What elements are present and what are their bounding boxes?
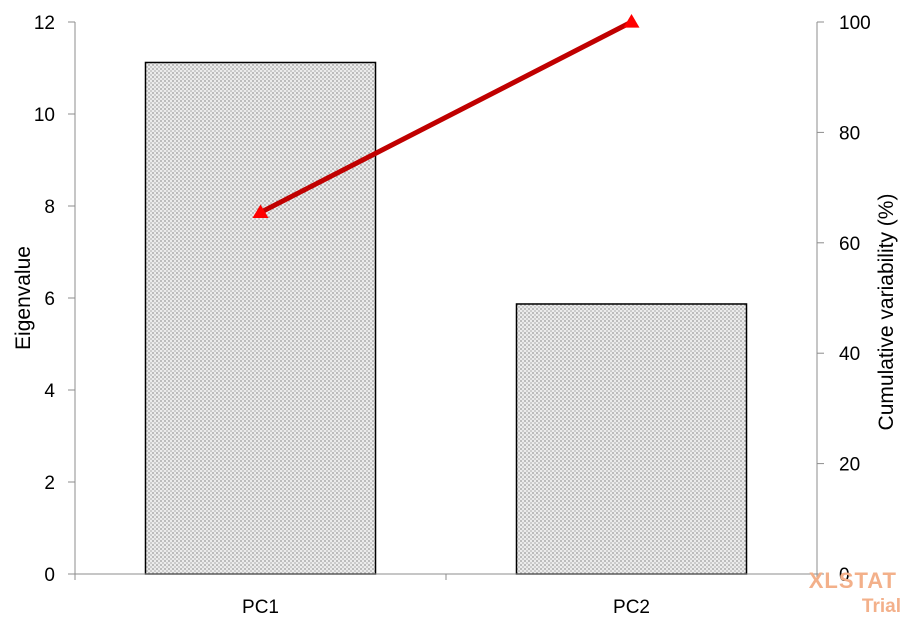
bars-layer [145, 62, 746, 574]
y-axis-title-left: Eigenvalue [12, 246, 35, 350]
y-axis-title-right: Cumulative variability (%) [875, 194, 898, 431]
y-tick-label-right: 80 [839, 123, 860, 144]
x-tick-label-pc1: PC1 [242, 597, 279, 617]
bar-pc2 [516, 304, 746, 574]
y-tick-label-right: 40 [839, 344, 860, 365]
watermark-line2: Trial [862, 596, 901, 617]
y-tick-label-right: 60 [839, 234, 860, 255]
y-tick-label-right: 100 [839, 13, 871, 34]
y-tick-label-left: 8 [44, 197, 55, 218]
watermark: XLSTAT Trial [809, 568, 901, 617]
y-tick-label-left: 6 [44, 289, 55, 310]
cumulative-point-pc2 [624, 14, 640, 28]
x-tick-label-pc2: PC2 [613, 597, 650, 617]
y-tick-label-right: 20 [839, 455, 860, 476]
y-tick-label-left: 12 [34, 13, 55, 34]
y-tick-label-left: 10 [34, 105, 55, 126]
bar-pc1 [145, 62, 375, 574]
y-tick-label-left: 4 [44, 381, 55, 402]
y-tick-label-left: 2 [44, 473, 55, 494]
y-tick-label-left: 0 [44, 565, 55, 586]
watermark-line1: XLSTAT [809, 568, 897, 593]
